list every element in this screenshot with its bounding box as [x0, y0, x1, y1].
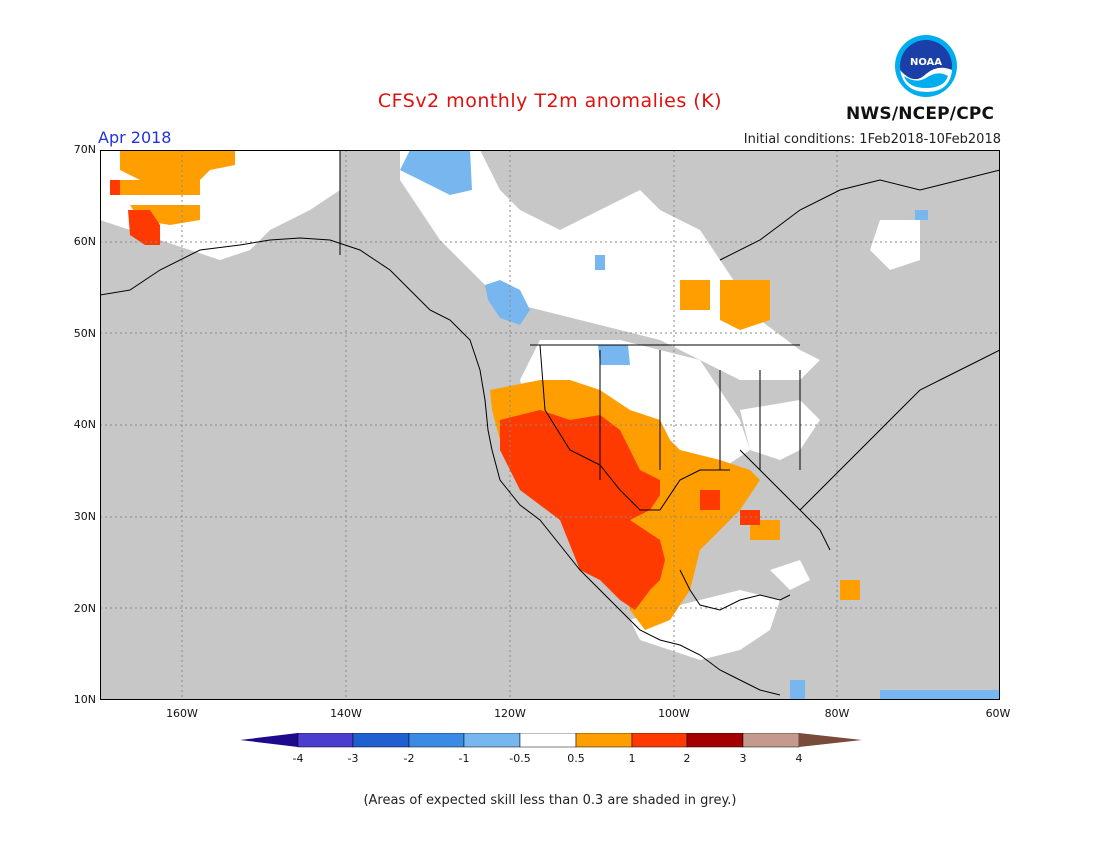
- colorbar-seg-3: [408, 733, 465, 748]
- colorbar-tick: -2: [403, 752, 415, 765]
- colorbar-seg-2: [352, 733, 410, 748]
- colorbar-tick: -4: [292, 752, 304, 765]
- colorbar-seg-0: [240, 733, 298, 747]
- skill-note: (Areas of expected skill less than 0.3 a…: [363, 793, 737, 808]
- colorbar-seg-6: [575, 733, 633, 748]
- colorbar-tick: -1: [458, 752, 470, 765]
- lon-label-100w: 100W: [658, 707, 690, 720]
- colorbar-tick: -0.5: [509, 752, 531, 765]
- map-gridlines: [100, 150, 1000, 700]
- noaa-logo-icon: NOAA: [895, 35, 957, 97]
- lon-label-80w: 80W: [824, 707, 850, 720]
- anomaly-map: [100, 150, 1000, 700]
- colorbar-seg-1: [297, 733, 354, 748]
- lon-label-140w: 140W: [330, 707, 362, 720]
- lat-label-60n: 60N: [73, 235, 96, 248]
- lat-label-70n: 70N: [73, 143, 96, 156]
- colorbar-seg-9: [742, 733, 800, 748]
- colorbar-seg-5: [519, 733, 577, 748]
- logo-text: NOAA: [910, 57, 942, 68]
- colorbar-tick: 3: [739, 752, 747, 765]
- colorbar: [240, 733, 862, 748]
- lat-label-20n: 20N: [73, 602, 96, 615]
- lat-label-40n: 40N: [73, 418, 96, 431]
- lon-label-160w: 160W: [166, 707, 198, 720]
- colorbar-tick: 0.5: [567, 752, 585, 765]
- lon-label-120w: 120W: [494, 707, 526, 720]
- map-title: CFSv2 monthly T2m anomalies (K): [377, 90, 723, 112]
- colorbar-tick: 4: [795, 752, 803, 765]
- colorbar-seg-4: [463, 733, 521, 748]
- colorbar-tick: 1: [628, 752, 636, 765]
- coastlines: [100, 150, 1000, 696]
- lon-label-60w: 60W: [985, 707, 1011, 720]
- colorbar-seg-7: [631, 733, 688, 748]
- lat-label-30n: 30N: [73, 510, 96, 523]
- lat-label-10n: 10N: [73, 693, 96, 706]
- lat-label-50n: 50N: [73, 327, 96, 340]
- cool-anomaly-areas: [400, 150, 1000, 700]
- colorbar-tick: 2: [683, 752, 691, 765]
- colorbar-seg-10: [799, 733, 862, 747]
- initial-conditions-label: Initial conditions: 1Feb2018-10Feb2018: [743, 132, 1001, 147]
- colorbar-seg-8: [686, 733, 744, 748]
- colorbar-tick: -3: [347, 752, 359, 765]
- organization-label: NWS/NCEP/CPC: [846, 104, 995, 124]
- forecast-month-label: Apr 2018: [98, 128, 172, 147]
